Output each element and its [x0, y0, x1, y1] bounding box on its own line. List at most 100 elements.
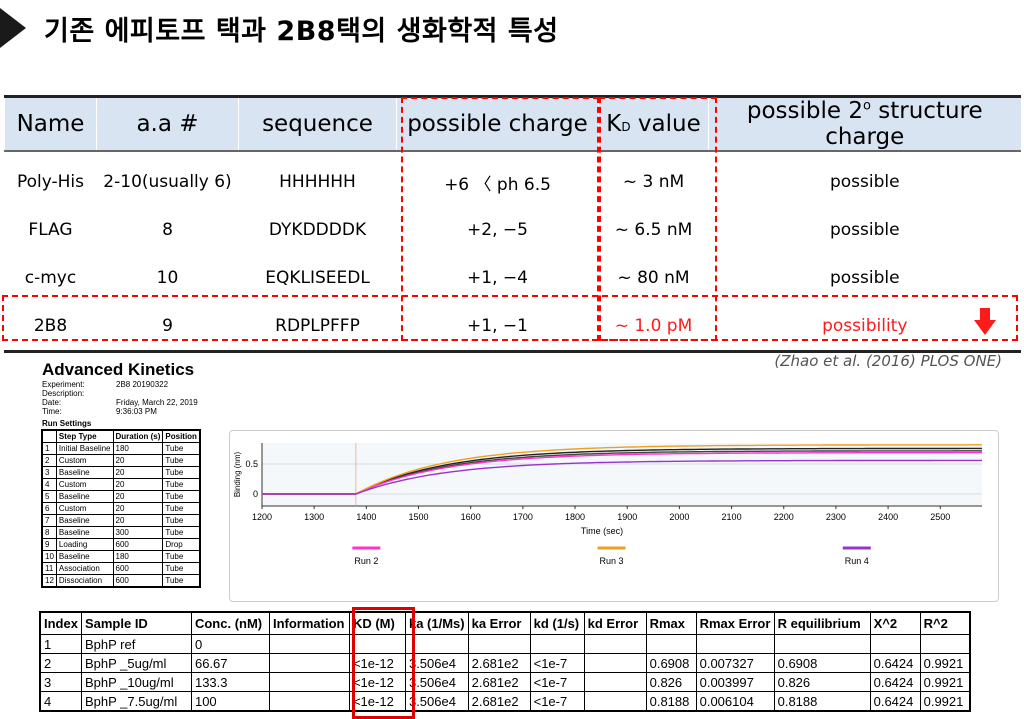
results-header: R equilibrium	[773, 611, 871, 635]
results-cell	[268, 653, 350, 673]
results-cell: 3.506e4	[404, 691, 469, 712]
results-cell: 0.6908	[645, 653, 697, 673]
step-cell: Tube	[162, 454, 201, 467]
header-sequence: sequence	[238, 95, 397, 152]
results-cell	[467, 634, 531, 654]
step-cell: 180	[112, 550, 164, 563]
step-cell: Association	[55, 562, 114, 575]
step-cell: Loading	[55, 538, 114, 551]
table-header-row: Name a.a # sequence possible charge KD v…	[4, 95, 1021, 152]
results-cell	[773, 634, 871, 654]
cell-charge: +1, −1	[396, 302, 599, 353]
step-cell: Tube	[162, 502, 201, 515]
table-row: 2 Custom 20 Tube	[41, 454, 201, 467]
results-cell: <1e-7	[529, 653, 585, 673]
results-cell: <1e-7	[529, 672, 585, 692]
step-cell: Tube	[162, 526, 201, 539]
kinetics-results-table: Index Sample ID Conc. (nM) Information KD (M…	[39, 611, 972, 712]
header-kd: KD value	[598, 95, 709, 152]
slide-title: 기존 에피토프 택과 2B8택의 생화학적 특성	[44, 15, 559, 47]
table-row: 9 Loading 600 Drop	[41, 538, 201, 551]
cell-sequence: RDPLPFFP	[238, 302, 397, 353]
results-header: ka Error	[467, 611, 531, 635]
table-row: 3 Baseline 20 Tube	[41, 466, 201, 479]
header-name: Name	[4, 95, 97, 152]
table-row: 12 Dissociation 600 Tube	[41, 574, 201, 588]
step-cell: 600	[112, 538, 164, 551]
results-cell: 0.8188	[645, 691, 697, 712]
cell-sequence: HHHHHH	[238, 151, 397, 206]
step-cell: Custom	[55, 502, 114, 515]
x-tick-label: 2300	[826, 512, 846, 522]
table-row: 1 BphP ref 0	[39, 634, 971, 654]
x-tick-label: 2500	[930, 512, 950, 522]
x-tick-label: 1500	[409, 512, 429, 522]
kinetics-title: Advanced Kinetics	[42, 360, 195, 379]
table-row: c-myc 10 EQKLISEEDL +1, −4 ~ 80 nM possible	[4, 254, 1021, 302]
step-header: Step Type	[55, 429, 114, 443]
results-cell: 0.007327	[695, 653, 775, 673]
cell-charge: +1, −4	[396, 254, 599, 302]
cell-structure: possible	[708, 151, 1021, 206]
results-cell: 3.506e4	[404, 672, 469, 692]
x-tick-label: 2400	[878, 512, 898, 522]
results-cell: 0.6424	[869, 691, 921, 712]
series-line	[262, 447, 982, 495]
results-cell	[583, 634, 647, 654]
x-tick-label: 1800	[565, 512, 585, 522]
results-cell: 66.67	[190, 653, 270, 673]
step-cell: 180	[112, 442, 164, 455]
table-row: 8 Baseline 300 Tube	[41, 526, 201, 539]
metadata-row: Experiment: 2B8 20190322	[42, 380, 198, 389]
results-cell: BphP _10ug/ml	[80, 672, 192, 692]
run-settings-table: Step Type Duration (s) Position 1 Initial B…	[41, 429, 201, 588]
table-row: 3 BphP _10ug/ml 133.3 <1e-12 3.506e4 2.681e2 <…	[39, 672, 971, 692]
series-line	[262, 444, 982, 495]
results-cell: 0.826	[773, 672, 871, 692]
results-cell: 0.6424	[869, 672, 921, 692]
cell-structure: possible	[708, 206, 1021, 254]
step-cell: Dissociation	[55, 574, 114, 588]
step-cell: Custom	[55, 478, 114, 491]
cell-kd: ~ 80 nM	[598, 254, 709, 302]
step-cell: Tube	[162, 574, 201, 588]
table-row: 4 Custom 20 Tube	[41, 478, 201, 491]
results-cell: 2.681e2	[467, 691, 531, 712]
cell-kd: ~ 6.5 nM	[598, 206, 709, 254]
results-cell: 0.003997	[695, 672, 775, 692]
results-cell: BphP _5ug/ml	[80, 653, 192, 673]
metadata-key: Time:	[42, 407, 62, 416]
header-charge: possible charge	[396, 95, 599, 152]
step-header: Position	[162, 429, 201, 443]
metadata-row: Date: Friday, March 22, 2019	[42, 398, 198, 407]
x-tick-label: 1300	[304, 512, 324, 522]
table-row: 2B8 9 RDPLPFFP +1, −1 ~ 1.0 pM possibility	[4, 302, 1021, 353]
x-tick-label: 1900	[617, 512, 637, 522]
x-tick-label: 1200	[252, 512, 272, 522]
results-header: Index	[39, 611, 82, 635]
step-cell: Baseline	[55, 466, 114, 479]
cell-name: c-myc	[4, 254, 97, 302]
series-line	[262, 459, 982, 495]
binding-chart-svg: 0 0.5 1200 1300 1400 1500 1600 1700 1800 1900 2000…	[233, 443, 982, 566]
x-tick-label: 1400	[356, 512, 376, 522]
table-row: Poly-His 2-10(usually 6) HHHHHH +6 〈 ph 6.5…	[4, 151, 1021, 206]
table-row: 2 BphP _5ug/ml 66.67 <1e-12 3.506e4 2.681e2 <1…	[39, 653, 971, 673]
results-cell	[919, 634, 971, 654]
header-aa: a.a #	[96, 95, 239, 152]
step-cell: Baseline	[55, 490, 114, 503]
results-header: kd Error	[583, 611, 647, 635]
x-tick-label: 2100	[722, 512, 742, 522]
metadata-value: Friday, March 22, 2019	[116, 398, 198, 407]
step-cell: Baseline	[55, 514, 114, 527]
x-axis-label: Time (sec)	[581, 526, 623, 536]
table-row: 5 Baseline 20 Tube	[41, 490, 201, 503]
results-cell: 4	[39, 691, 82, 712]
cell-kd: ~ 1.0 pM	[598, 302, 709, 353]
step-cell: 3	[41, 466, 57, 479]
step-cell: 10	[41, 550, 57, 563]
step-cell: 20	[112, 478, 164, 491]
step-cell: Baseline	[55, 550, 114, 563]
y-tick-label: 0.5	[245, 459, 258, 469]
metadata-value: 2B8 20190322	[116, 380, 169, 389]
